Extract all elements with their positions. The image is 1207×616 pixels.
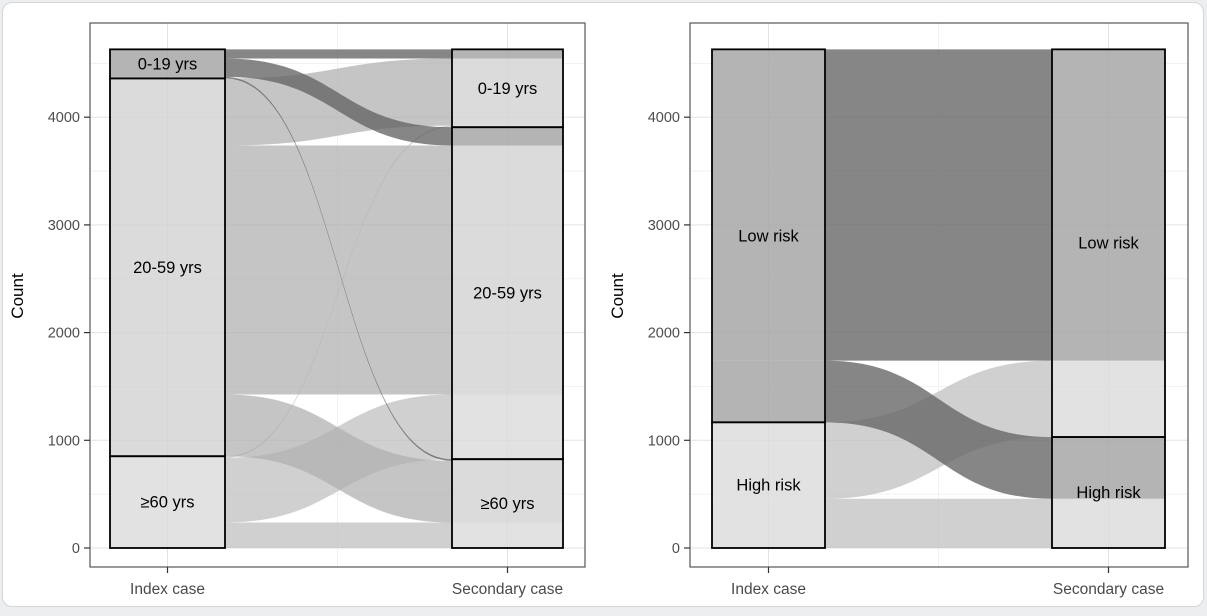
flow-ribbon — [110, 145, 563, 395]
x-category-label: Secondary case — [452, 581, 563, 598]
stratum-label: High risk — [736, 477, 801, 495]
y-axis-title-right: Count — [608, 273, 627, 319]
flow-ribbon — [110, 394, 563, 523]
panel-border — [689, 22, 1189, 568]
flows — [110, 49, 563, 548]
y-axis: 0 1000 2000 3000 4000 — [648, 110, 690, 557]
y-tick-label: 0 — [72, 541, 80, 557]
x-category-label: Index case — [130, 581, 205, 598]
y-axis-title-left: Count — [8, 273, 27, 319]
flow-ribbon — [110, 49, 563, 59]
stratum-secondary — [451, 458, 564, 549]
stratum-index — [711, 421, 826, 549]
stratum-label: Low risk — [738, 227, 799, 245]
y-tick-label: 3000 — [648, 218, 680, 234]
stratum-secondary — [451, 126, 564, 461]
stratum-secondary — [1051, 48, 1166, 438]
stratum-label: 0-19 yrs — [478, 80, 538, 98]
flow-ribbon — [110, 58, 563, 146]
y-tick-label: 4000 — [648, 110, 680, 126]
y-axis: 0 1000 2000 3000 4000 — [48, 110, 90, 557]
stratum-label: ≥60 yrs — [141, 494, 195, 512]
y-tick-label: 1000 — [48, 433, 80, 449]
stratum-index — [711, 48, 826, 424]
y-tick-label: 1000 — [648, 433, 680, 449]
age-groups-panel: 0-19 yrs 20-59 yrs ≥60 yrs 0-19 yrs 20-59 yr… — [48, 22, 586, 598]
flow-ribbon — [110, 522, 563, 548]
y-tick-label: 2000 — [48, 326, 80, 342]
stratum-label: 20-59 yrs — [473, 285, 542, 303]
strata: 0-19 yrs 20-59 yrs ≥60 yrs 0-19 yrs 20-59 yr… — [109, 48, 564, 549]
x-category-label: Index case — [731, 581, 806, 598]
stratum-label: 0-19 yrs — [138, 55, 198, 73]
y-tick-label: 3000 — [48, 218, 80, 234]
strata: Low risk High risk Low risk High risk — [711, 48, 1166, 549]
stratum-index — [109, 455, 226, 549]
y-tick-label: 2000 — [648, 326, 680, 342]
stratum-label: High risk — [1076, 484, 1141, 502]
stratum-secondary — [451, 48, 564, 129]
stratum-secondary — [1051, 436, 1166, 549]
x-axis: Index case Secondary case — [731, 567, 1164, 598]
stratum-label: 20-59 yrs — [133, 259, 202, 277]
y-tick-label: 4000 — [48, 110, 80, 126]
risk-groups-panel: Low risk High risk Low risk High risk 0 1000 2… — [648, 22, 1189, 598]
panel-border — [89, 22, 586, 568]
y-tick-label: 0 — [672, 541, 680, 557]
x-category-label: Secondary case — [1053, 581, 1164, 598]
stratum-label: Low risk — [1078, 235, 1139, 253]
stratum-label: ≥60 yrs — [481, 495, 535, 513]
x-axis: Index case Secondary case — [130, 567, 563, 598]
